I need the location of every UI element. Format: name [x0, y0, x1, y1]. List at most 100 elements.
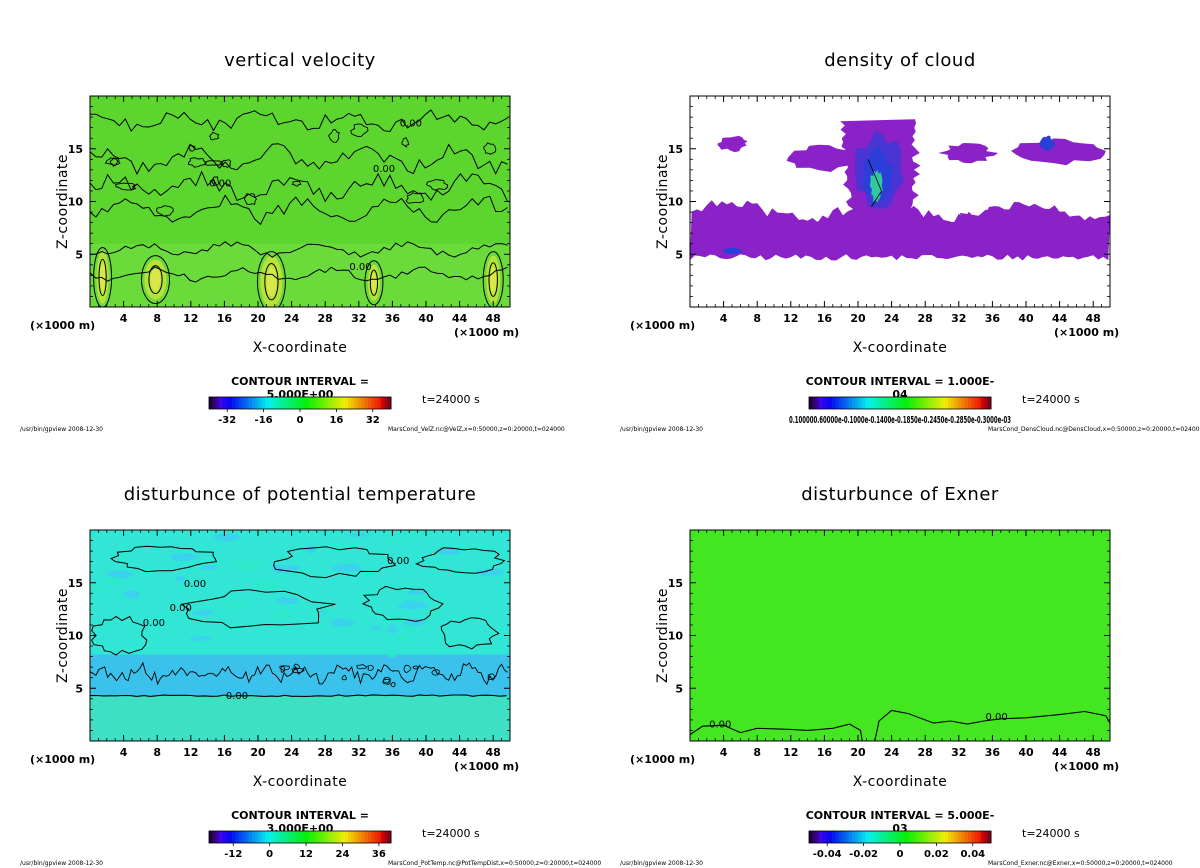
- colorbar: -12 0 12 24 36: [208, 830, 392, 860]
- colorbar-segment: [295, 397, 299, 409]
- colorbar-segment: [845, 831, 850, 843]
- chart-svg: 0.000.000.000.000.004 8 12 16 20 24 28 32 36 40 44…: [55, 529, 511, 860]
- x-tick-label: 24: [884, 312, 900, 325]
- y-tick-label: 5: [675, 248, 683, 261]
- colorbar: 0.100000.60000e-0.1000e-0.1400e-0.1850e-…: [789, 396, 1011, 426]
- contour-line: [90, 615, 148, 656]
- colorbar-segment: [341, 831, 346, 843]
- colorbar-segment: [901, 397, 906, 409]
- chart-svg: 4 8 12 16 20 24 28 32 36 40 44 4851015Z-coordinate0…: [655, 95, 1111, 426]
- colorbar-segment: [934, 397, 939, 409]
- field-plot-area: 0.00 0.00 0.00 0.00 0.00: [90, 530, 510, 741]
- colorbar-segment: [212, 831, 217, 843]
- colorbar-segment: [938, 397, 942, 409]
- colorbar-segment: [941, 397, 946, 409]
- colorbar-segment: [967, 397, 972, 409]
- footer-program: /usr/bin/gpview 2008-12-30: [20, 426, 103, 433]
- colorbar-tick-label: 36: [372, 849, 386, 860]
- colorbar-segment: [818, 831, 823, 843]
- colorbar-segment: [951, 831, 956, 843]
- x-unit-label-right: (×1000 m): [1054, 760, 1120, 773]
- time-label: t=24000 s: [422, 827, 480, 840]
- x-tick-label: 12: [783, 746, 798, 759]
- colorbar-segment: [371, 831, 375, 843]
- colorbar-segment: [295, 831, 299, 843]
- colorbar-segment: [351, 397, 356, 409]
- colorbar-segment: [809, 831, 813, 843]
- colorbar-segment: [938, 831, 942, 843]
- x-tick-label: 24: [284, 746, 300, 759]
- footer-program: /usr/bin/gpview 2008-12-30: [620, 860, 703, 867]
- colorbar-segment: [304, 397, 309, 409]
- colorbar-segment: [381, 397, 385, 409]
- chart-panel-4: disturbunce of Exner X-coordinate (×1000 m…: [600, 434, 1200, 868]
- cloud-patch: [786, 144, 865, 172]
- colorbar-segment: [954, 397, 959, 409]
- colorbar-segment: [377, 397, 382, 409]
- colorbar-segment: [209, 397, 213, 409]
- colorbar-segment: [981, 397, 985, 409]
- colorbar-segment: [961, 397, 966, 409]
- x-tick-label: 36: [385, 312, 401, 325]
- contour-line: [90, 170, 508, 203]
- colorbar-segment: [977, 831, 982, 843]
- x-unit-label-right: (×1000 m): [454, 326, 520, 339]
- colorbar-segment: [904, 397, 909, 409]
- x-tick-label: 48: [486, 746, 501, 759]
- colorbar-segment: [258, 397, 263, 409]
- y-tick-label: 15: [68, 577, 83, 590]
- x-tick-label: 4: [120, 746, 128, 759]
- colorbar-segment: [987, 831, 992, 843]
- colorbar-segment: [858, 831, 863, 843]
- contour-line: [440, 617, 500, 650]
- colorbar-segment: [258, 831, 263, 843]
- colorbar-segment: [974, 831, 979, 843]
- colorbar-segment: [891, 831, 896, 843]
- contour-label: 0.00: [170, 603, 192, 614]
- contour-label: 0.00: [143, 618, 165, 629]
- y-axis-label: Z-coordinate: [55, 588, 71, 683]
- colorbar-segment: [895, 397, 899, 409]
- colorbar-segment: [232, 397, 236, 409]
- colorbar-segment: [818, 397, 823, 409]
- cloud-patch: [717, 135, 748, 153]
- colorbar-segment: [947, 397, 952, 409]
- x-tick-label: 36: [985, 746, 1001, 759]
- colorbar-segment: [898, 831, 903, 843]
- x-tick-label: 4: [720, 312, 728, 325]
- contour-line: [361, 585, 444, 622]
- footer-program: /usr/bin/gpview 2008-12-30: [620, 426, 703, 433]
- x-axis-label: X-coordinate: [252, 340, 348, 356]
- colorbar-tick-label: 16: [329, 415, 343, 426]
- colorbar-segment: [252, 397, 256, 409]
- colorbar-segment: [944, 831, 949, 843]
- colorbar-segment: [964, 397, 969, 409]
- x-tick-label: 44: [452, 312, 468, 325]
- colorbar-segment: [238, 397, 243, 409]
- colorbar-segment: [868, 397, 873, 409]
- colorbar-segment: [881, 397, 886, 409]
- contour-label: 0.00: [709, 719, 731, 730]
- colorbar-segment: [344, 397, 349, 409]
- colorbar-segment: [951, 397, 956, 409]
- chart-panel-2: density of cloud X-coordinate (×1000 m) (×1…: [600, 0, 1200, 434]
- colorbar-segment: [288, 397, 293, 409]
- chart-title: vertical velocity: [224, 50, 376, 71]
- colorbar-segment: [885, 831, 889, 843]
- x-tick-label: 16: [217, 746, 233, 759]
- colorbar-tick-label: 32: [366, 415, 380, 426]
- contour-line: [90, 241, 508, 258]
- colorbar-segment: [222, 397, 227, 409]
- colorbar-segment: [215, 397, 220, 409]
- time-label: t=24000 s: [1022, 827, 1080, 840]
- colorbar-segment: [878, 831, 883, 843]
- colorbar-segment: [298, 397, 303, 409]
- colorbar-segment: [842, 831, 846, 843]
- y-tick-label: 10: [668, 630, 684, 643]
- colorbar-tick-label: 0.04: [960, 849, 985, 860]
- colorbar-segment: [374, 397, 379, 409]
- x-tick-label: 36: [985, 312, 1001, 325]
- chart-svg: 0.000.000.000.004 8 12 16 20 24 28 32 36 40 44 4851…: [55, 95, 511, 426]
- x-unit-label-left: (×1000 m): [30, 753, 96, 766]
- footer-source: MarsCond_VelZ.nc@VelZ,x=0:50000,z=0:2000…: [388, 426, 565, 433]
